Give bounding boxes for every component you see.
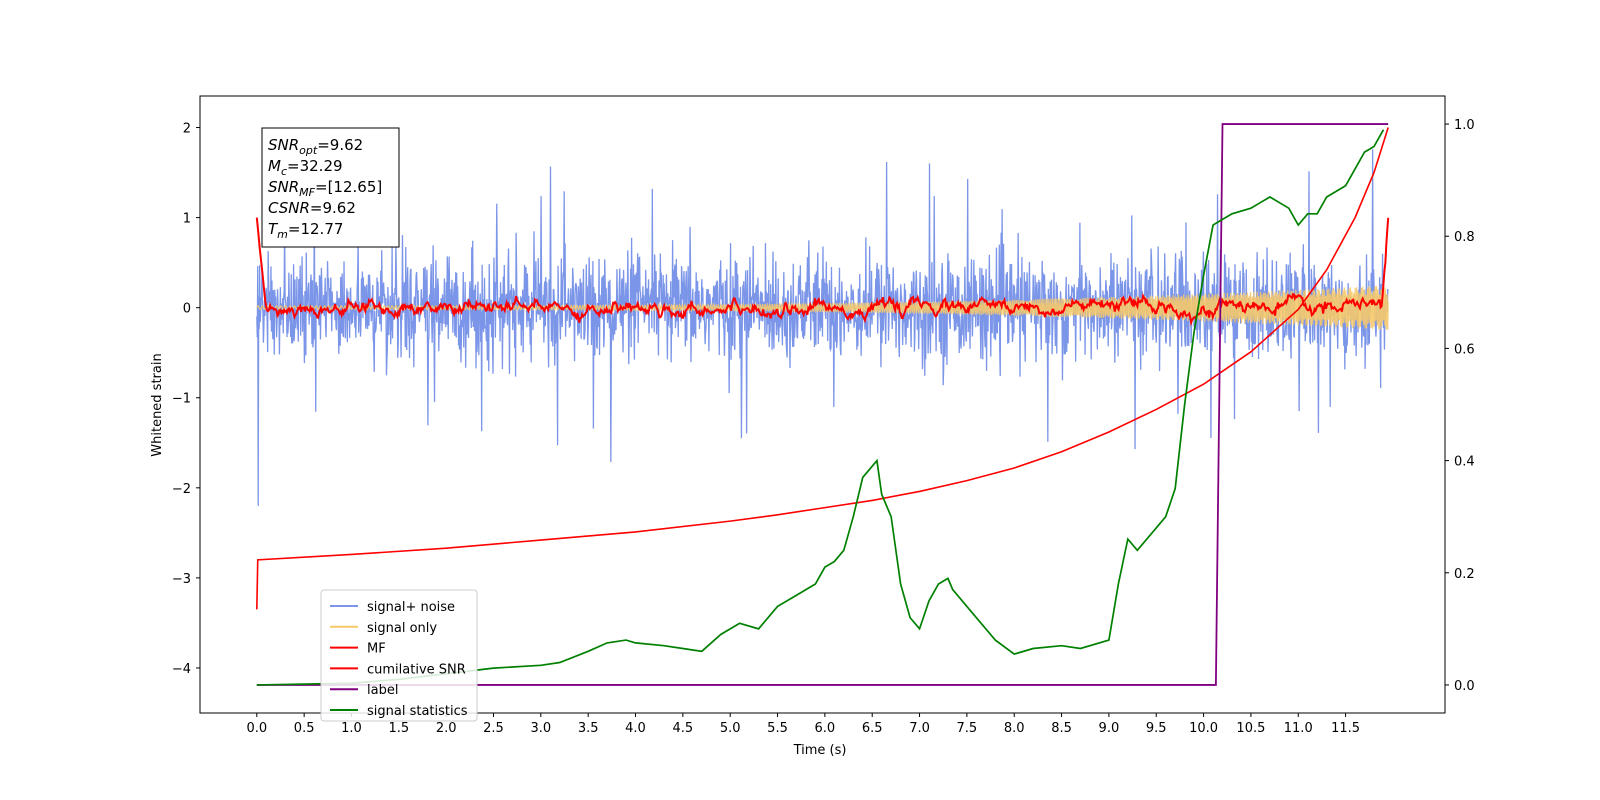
y-tick-label: 1 [183, 212, 191, 227]
legend-label: signal only [367, 621, 437, 636]
x-tick-label: 1.0 [341, 721, 362, 736]
y-tick-label: 0 [183, 302, 191, 317]
y-tick-label: 2 [183, 122, 191, 137]
y2-tick-label: 0.6 [1454, 342, 1475, 357]
annotation-line: SNRMF=[12.65] [268, 178, 382, 199]
annotation-line: SNRopt=9.62 [268, 136, 363, 157]
x-tick-label: 4.5 [673, 721, 694, 736]
annotation-line: Mc=32.29 [268, 157, 343, 178]
legend-frame [320, 589, 478, 722]
x-tick-label: 7.5 [957, 721, 978, 736]
x-tick-label: 3.0 [530, 721, 551, 736]
x-axis: 0.0 0.5 1.0 1.5 2.0 2.5 3.0 3.5 4.0 4.5 5.0 5.5 6.0 6… [246, 713, 1360, 736]
annotation-frame [261, 127, 400, 248]
plot-frame [199, 95, 1446, 714]
x-tick-label: 11.5 [1331, 721, 1360, 736]
legend-label: signal+ noise [367, 600, 455, 615]
x-tick-label: 9.5 [1146, 721, 1167, 736]
series-label [256, 123, 1389, 686]
x-tick-label: 7.0 [909, 721, 930, 736]
x-tick-label: 2.0 [436, 721, 457, 736]
y-tick-label: −4 [172, 662, 191, 677]
legend-label: signal statistics [367, 704, 468, 719]
x-tick-label: 6.0 [815, 721, 836, 736]
x-tick-label: 3.5 [578, 721, 599, 736]
x-tick-label: 11.0 [1284, 721, 1313, 736]
x-tick-label: 8.5 [1051, 721, 1072, 736]
y2-tick-label: 1.0 [1454, 118, 1475, 133]
legend: signal+ noise signal only MF cumilative SNR… [320, 589, 478, 722]
x-tick-label: 8.0 [1004, 721, 1025, 736]
y-axis-left: 2 1 0 −1 −2 −3 −4 [172, 122, 200, 677]
x-tick-label: 6.5 [862, 721, 883, 736]
x-tick-label: 0.5 [294, 721, 315, 736]
y2-tick-label: 0.4 [1454, 455, 1475, 470]
y-tick-label: −1 [172, 392, 191, 407]
x-tick-label: 1.5 [388, 721, 409, 736]
annotation-line: CSNR=9.62 [268, 199, 356, 217]
annotation-line: Tm=12.77 [268, 220, 343, 241]
x-tick-label: 5.0 [720, 721, 741, 736]
x-tick-label: 5.5 [767, 721, 788, 736]
x-tick-label: 10.5 [1236, 721, 1265, 736]
y2-tick-label: 0.8 [1454, 230, 1475, 245]
x-tick-label: 10.0 [1189, 721, 1218, 736]
series-mf [255, 217, 1390, 327]
series-layer [255, 123, 1390, 686]
y-tick-label: −3 [172, 572, 191, 587]
x-tick-label: 0.0 [246, 721, 267, 736]
legend-label: MF [367, 642, 386, 657]
y2-tick-label: 0.0 [1454, 679, 1475, 694]
series-cumulative-snr [256, 127, 1389, 610]
x-tick-label: 4.0 [625, 721, 646, 736]
annotation-box: SNRopt=9.62Mc=32.29SNRMF=[12.65]CSNR=9.6… [261, 127, 400, 248]
x-axis-label: Time (s) [793, 743, 847, 758]
x-tick-label: 2.5 [483, 721, 504, 736]
legend-label: label [367, 683, 398, 698]
series-signal-only [256, 285, 1389, 331]
y2-tick-label: 0.2 [1454, 567, 1475, 582]
legend-label: cumilative SNR [367, 662, 466, 677]
y-axis-right: 1.0 0.8 0.6 0.4 0.2 0.0 [1445, 118, 1475, 694]
x-tick-label: 9.0 [1099, 721, 1120, 736]
y-tick-label: −2 [172, 482, 191, 497]
y-axis-label: Whitened strain [150, 353, 165, 456]
series-signal-statistics [256, 129, 1385, 686]
